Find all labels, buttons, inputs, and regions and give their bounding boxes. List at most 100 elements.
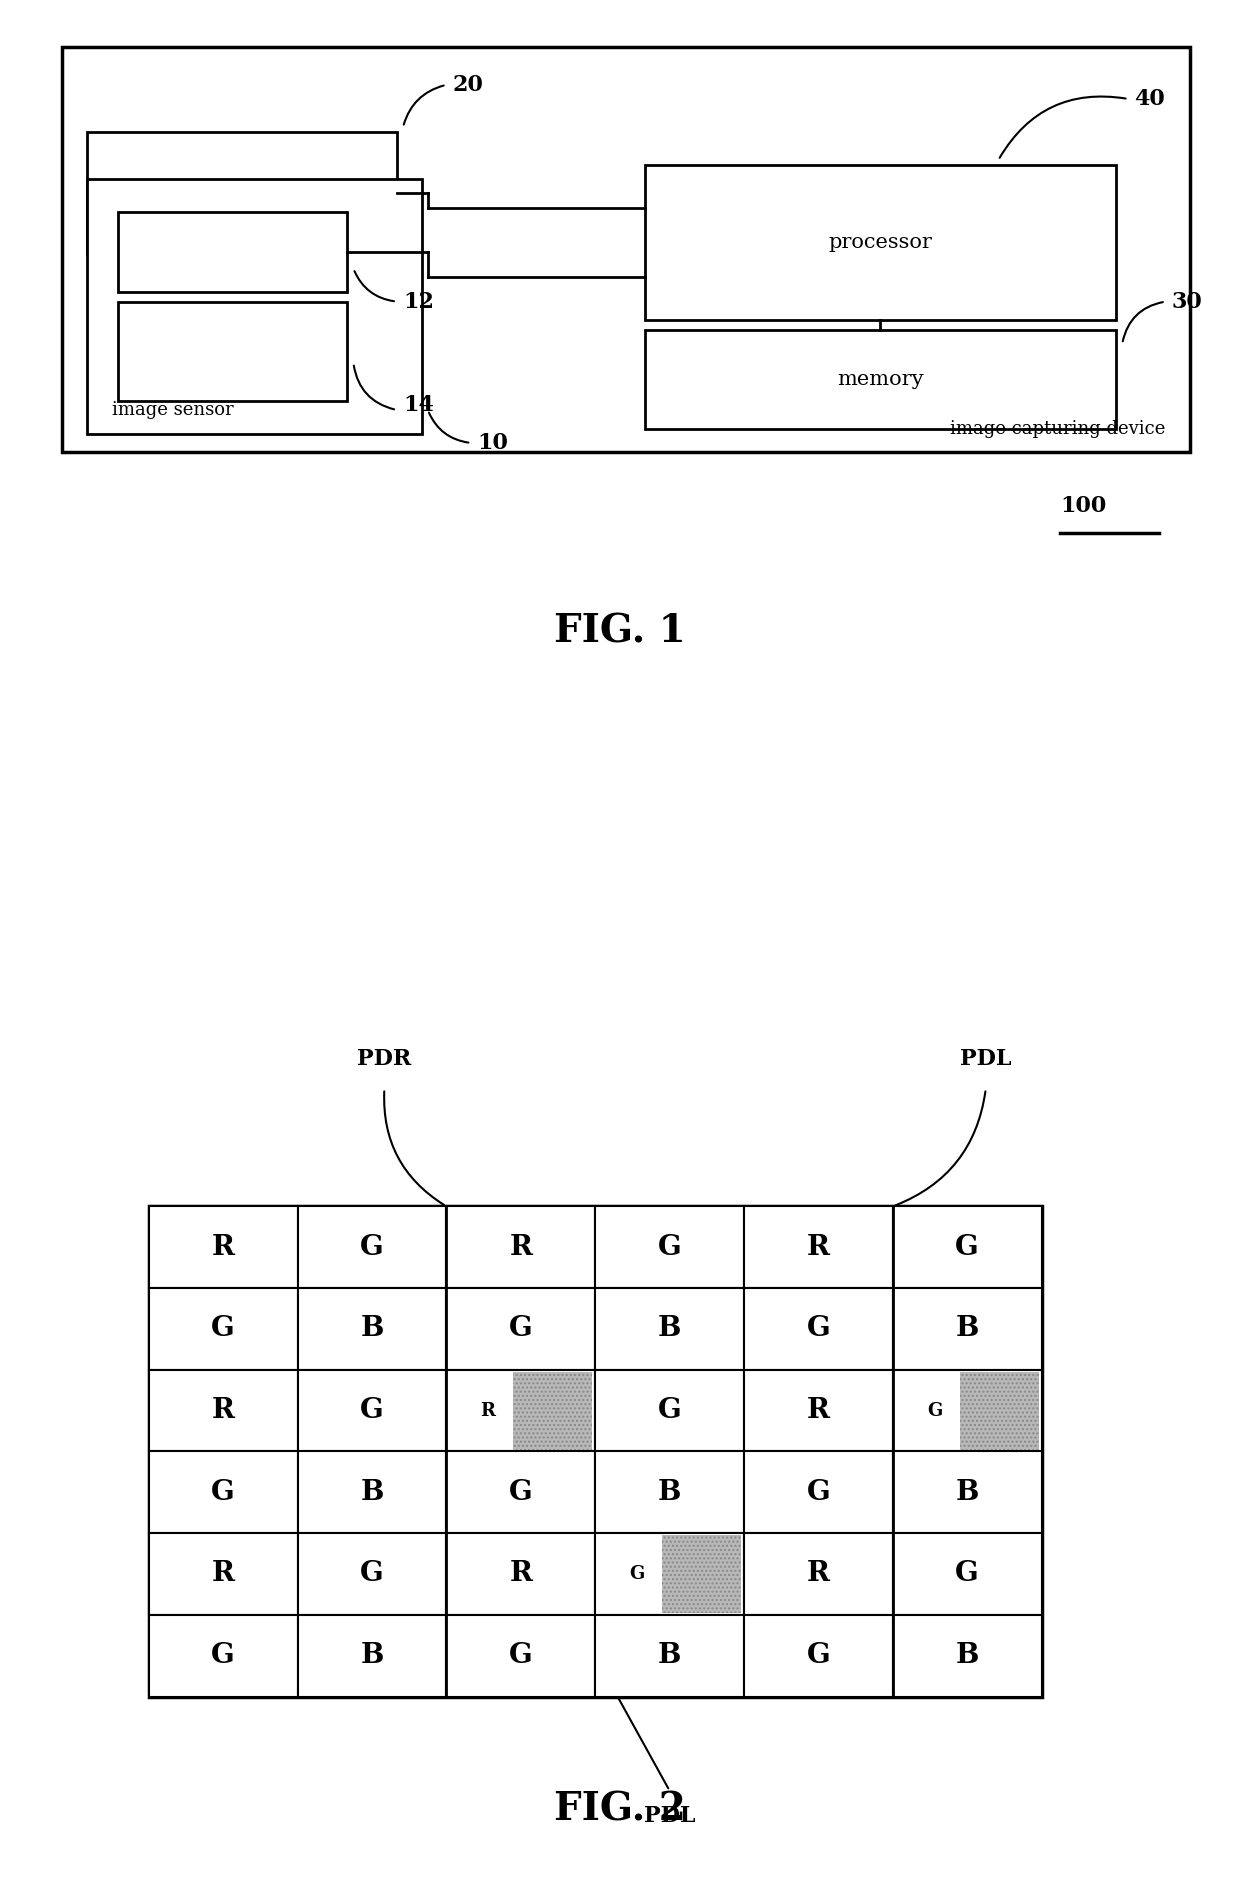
Text: lens: lens: [212, 243, 253, 262]
Bar: [595, 1451, 744, 1533]
Bar: [62, 47, 1190, 452]
Text: R: R: [212, 1561, 234, 1587]
Text: G: G: [629, 1565, 645, 1583]
Text: B: B: [956, 1642, 978, 1668]
Text: G: G: [657, 1235, 682, 1261]
Bar: [298, 1206, 446, 1287]
Text: G: G: [211, 1480, 236, 1506]
Bar: [744, 1287, 893, 1370]
Text: 40: 40: [1135, 89, 1166, 109]
Text: G: G: [955, 1561, 980, 1587]
Text: G: G: [806, 1642, 831, 1668]
Text: R: R: [212, 1235, 234, 1261]
Text: processor: processor: [828, 234, 932, 253]
Text: B: B: [361, 1316, 383, 1342]
Text: 100: 100: [1060, 494, 1106, 516]
Bar: [893, 1615, 1042, 1696]
Text: 20: 20: [453, 74, 484, 96]
Text: G: G: [806, 1480, 831, 1506]
Bar: [446, 1533, 595, 1615]
Bar: [87, 179, 422, 434]
Text: G: G: [360, 1561, 384, 1587]
Text: image capturing device: image capturing device: [950, 420, 1166, 437]
Text: FIG. 2: FIG. 2: [554, 1791, 686, 1828]
Bar: [744, 1615, 893, 1696]
Text: G: G: [360, 1235, 384, 1261]
Bar: [893, 1533, 1042, 1615]
Bar: [149, 1206, 1042, 1696]
Text: R: R: [510, 1235, 532, 1261]
Bar: [149, 1615, 298, 1696]
Text: FIG. 1: FIG. 1: [554, 613, 686, 650]
Text: sensing
array: sensing array: [197, 332, 268, 371]
Bar: [744, 1370, 893, 1451]
Bar: [149, 1451, 298, 1533]
Text: R: R: [807, 1561, 830, 1587]
Text: B: B: [361, 1480, 383, 1506]
Text: G: G: [508, 1316, 533, 1342]
Text: PDL: PDL: [960, 1048, 1012, 1071]
Bar: [893, 1370, 1042, 1451]
Bar: [446, 1451, 595, 1533]
Bar: [446, 1206, 595, 1287]
Bar: [595, 1533, 744, 1615]
Text: B: B: [956, 1480, 978, 1506]
Text: G: G: [926, 1402, 942, 1419]
Text: G: G: [806, 1316, 831, 1342]
Bar: [298, 1533, 446, 1615]
Bar: [446, 1370, 595, 1451]
Bar: [645, 330, 1116, 428]
Bar: [893, 1451, 1042, 1533]
Bar: [298, 1451, 446, 1533]
Text: B: B: [658, 1480, 681, 1506]
Text: R: R: [807, 1397, 830, 1423]
Bar: [744, 1533, 893, 1615]
Bar: [893, 1287, 1042, 1370]
Bar: [87, 132, 397, 254]
Bar: [595, 1206, 744, 1287]
Text: G: G: [360, 1397, 384, 1423]
Bar: [298, 1615, 446, 1696]
Text: G: G: [211, 1316, 236, 1342]
Bar: [595, 1615, 744, 1696]
Text: G: G: [508, 1480, 533, 1506]
Bar: [744, 1206, 893, 1287]
Bar: [960, 1372, 1039, 1450]
Bar: [662, 1534, 742, 1614]
Bar: [149, 1287, 298, 1370]
Bar: [595, 1287, 744, 1370]
Text: G: G: [657, 1397, 682, 1423]
Text: R: R: [807, 1235, 830, 1261]
Text: G: G: [211, 1642, 236, 1668]
Bar: [446, 1287, 595, 1370]
Text: distance sensor: distance sensor: [165, 185, 319, 202]
Bar: [298, 1370, 446, 1451]
Text: PDL: PDL: [644, 1806, 696, 1827]
Text: R: R: [481, 1402, 496, 1419]
Bar: [118, 302, 347, 402]
Text: memory: memory: [837, 369, 924, 388]
Bar: [149, 1206, 298, 1287]
Text: image sensor: image sensor: [112, 402, 233, 420]
Text: B: B: [956, 1316, 978, 1342]
Text: B: B: [361, 1642, 383, 1668]
Bar: [645, 164, 1116, 320]
Bar: [893, 1206, 1042, 1287]
Bar: [149, 1370, 298, 1451]
Bar: [513, 1372, 593, 1450]
Bar: [149, 1533, 298, 1615]
Text: 10: 10: [477, 432, 508, 454]
Text: G: G: [508, 1642, 533, 1668]
Bar: [446, 1615, 595, 1696]
Bar: [595, 1370, 744, 1451]
Text: 30: 30: [1172, 290, 1203, 313]
Text: B: B: [658, 1642, 681, 1668]
Bar: [744, 1451, 893, 1533]
Text: B: B: [658, 1316, 681, 1342]
Text: R: R: [510, 1561, 532, 1587]
Bar: [298, 1287, 446, 1370]
Text: R: R: [212, 1397, 234, 1423]
Text: 14: 14: [403, 394, 434, 417]
Text: 12: 12: [403, 290, 434, 313]
Text: PDR: PDR: [357, 1048, 412, 1071]
